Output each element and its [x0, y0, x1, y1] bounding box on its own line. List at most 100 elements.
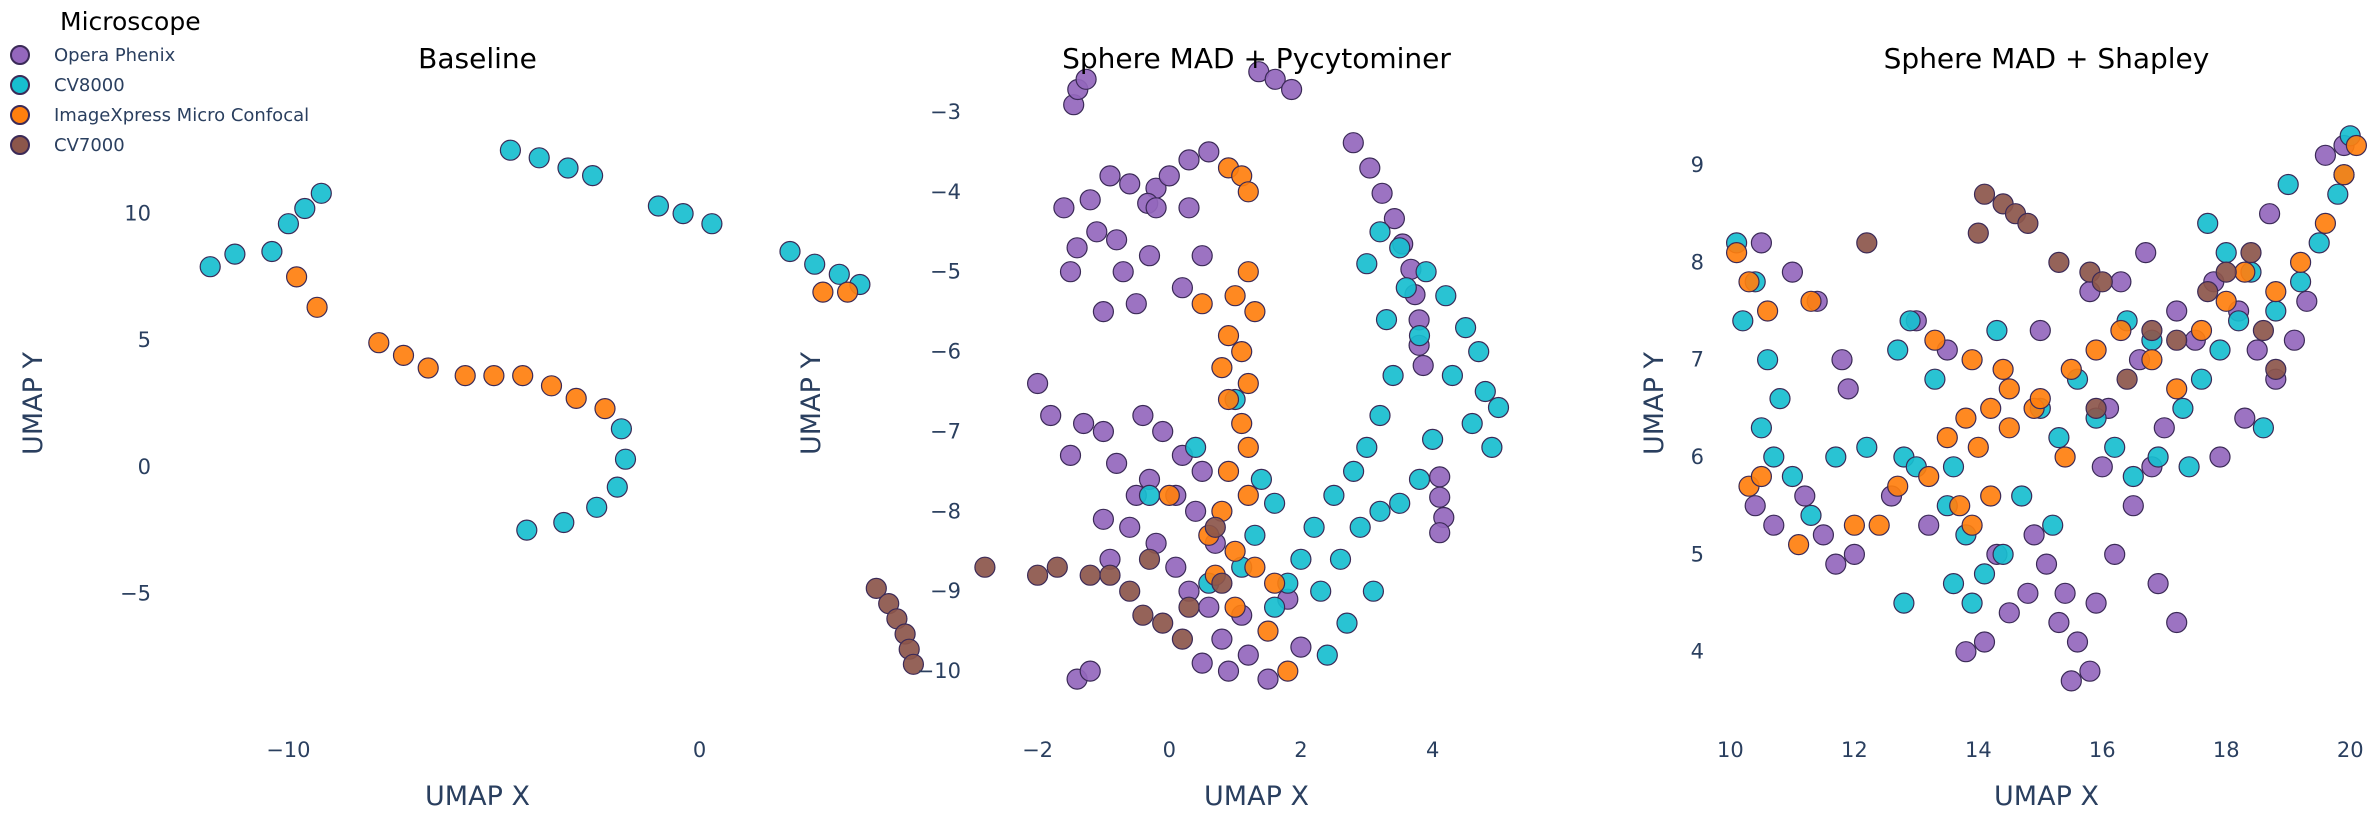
data-point — [512, 365, 534, 387]
data-point — [2153, 417, 2175, 439]
data-point — [1356, 253, 1378, 275]
data-point — [2345, 134, 2367, 157]
legend: Microscope Opera Phenix CV8000 ImageXpre… — [8, 4, 309, 160]
data-point — [1191, 245, 1213, 267]
data-point — [1812, 524, 1835, 546]
data-point — [2147, 446, 2169, 468]
data-point — [2104, 543, 2126, 566]
data-point — [1079, 189, 1101, 211]
data-point — [2166, 300, 2188, 322]
legend-item-cv8000[interactable]: CV8000 — [8, 70, 309, 100]
data-point — [1125, 293, 1147, 315]
y-tick-label: 8 — [1691, 250, 1704, 274]
data-point — [1781, 465, 1804, 488]
y-tick-label: −3 — [930, 100, 961, 124]
y-tick-label: 10 — [124, 202, 151, 226]
legend-item-opera-phenix[interactable]: Opera Phenix — [8, 40, 309, 70]
data-point — [1435, 285, 1457, 307]
legend-label: CV8000 — [54, 74, 125, 96]
legend-item-cv7000[interactable]: CV7000 — [8, 130, 309, 160]
data-point — [1244, 301, 1266, 323]
data-point — [1145, 197, 1167, 219]
data-point — [1231, 341, 1253, 363]
data-point — [1750, 465, 1773, 488]
data-point — [902, 653, 925, 675]
data-point — [1421, 428, 1444, 450]
data-point — [1099, 564, 1121, 586]
chart-title: Baseline — [418, 42, 537, 75]
data-point — [2060, 670, 2082, 692]
data-point — [1329, 548, 1352, 570]
series-cv8000 — [1138, 221, 1510, 666]
series-cv7000 — [974, 516, 1233, 650]
data-point — [1973, 563, 1996, 585]
data-point — [2290, 251, 2312, 273]
data-point — [2314, 212, 2336, 234]
data-point — [1369, 404, 1391, 427]
data-point — [294, 197, 316, 220]
x-axis-title: UMAP X — [1204, 781, 1309, 812]
data-point — [1887, 339, 1909, 361]
data-point — [1356, 436, 1378, 458]
data-point — [586, 496, 608, 518]
data-point — [1955, 641, 1977, 663]
data-point — [1992, 543, 2014, 566]
data-point — [2116, 368, 2138, 390]
data-point — [1389, 237, 1411, 259]
series-imagexpress-micro-confocal — [1725, 134, 2367, 556]
data-point — [2265, 300, 2287, 322]
data-point — [1264, 68, 1286, 90]
data-point — [974, 556, 996, 578]
chart-panel-3: Sphere MAD + Shapley 10 12 14 16 18 20 4 5 6 7 8 9 UM… — [1639, 42, 2367, 812]
data-point — [1843, 514, 1866, 536]
data-point — [2122, 495, 2144, 517]
data-point — [1303, 516, 1325, 538]
data-point — [1277, 660, 1299, 682]
data-point — [1250, 468, 1273, 490]
data-point — [1389, 492, 1411, 514]
x-tick-label: 2 — [1294, 738, 1307, 762]
data-point — [2085, 592, 2107, 614]
data-point — [2011, 485, 2033, 507]
data-point — [2091, 271, 2113, 293]
data-point — [1756, 349, 1779, 371]
data-point — [865, 577, 887, 600]
legend-label: ImageXpress Micro Confocal — [54, 104, 310, 126]
legend-swatch — [10, 75, 30, 95]
series-cv7000 — [865, 577, 925, 675]
data-point — [2066, 631, 2089, 653]
data-point — [1973, 183, 1996, 205]
data-point — [1026, 564, 1049, 586]
data-point — [2029, 319, 2051, 342]
x-tick-label: 0 — [693, 738, 706, 762]
data-point — [2252, 319, 2274, 342]
data-point — [2042, 514, 2064, 536]
data-point — [2333, 164, 2355, 186]
data-point — [1998, 378, 2020, 400]
data-point — [1382, 364, 1404, 387]
legend-item-imagexpress[interactable]: ImageXpress Micro Confocal — [8, 100, 309, 130]
legend-label: CV7000 — [54, 134, 125, 156]
data-point — [1099, 165, 1121, 187]
x-tick-label: 10 — [1717, 738, 1744, 762]
data-point — [2228, 310, 2250, 332]
data-point — [1980, 485, 2002, 507]
data-point — [1487, 396, 1510, 419]
data-point — [2283, 329, 2305, 351]
data-point — [1474, 380, 1496, 403]
data-point — [1316, 644, 1338, 666]
series-imagexpress-micro-confocal — [1158, 157, 1299, 682]
data-point — [277, 213, 299, 235]
data-point — [1468, 341, 1490, 363]
data-point — [1191, 293, 1213, 315]
data-point — [1217, 460, 1240, 482]
data-point — [2259, 203, 2281, 225]
data-point — [1217, 388, 1240, 411]
y-tick-label: −4 — [930, 180, 961, 204]
data-point — [1178, 149, 1200, 171]
series-opera-phenix — [1026, 141, 1312, 690]
data-point — [1750, 232, 1773, 254]
data-point — [565, 387, 587, 409]
data-point — [2147, 572, 2169, 595]
data-point — [368, 332, 390, 354]
